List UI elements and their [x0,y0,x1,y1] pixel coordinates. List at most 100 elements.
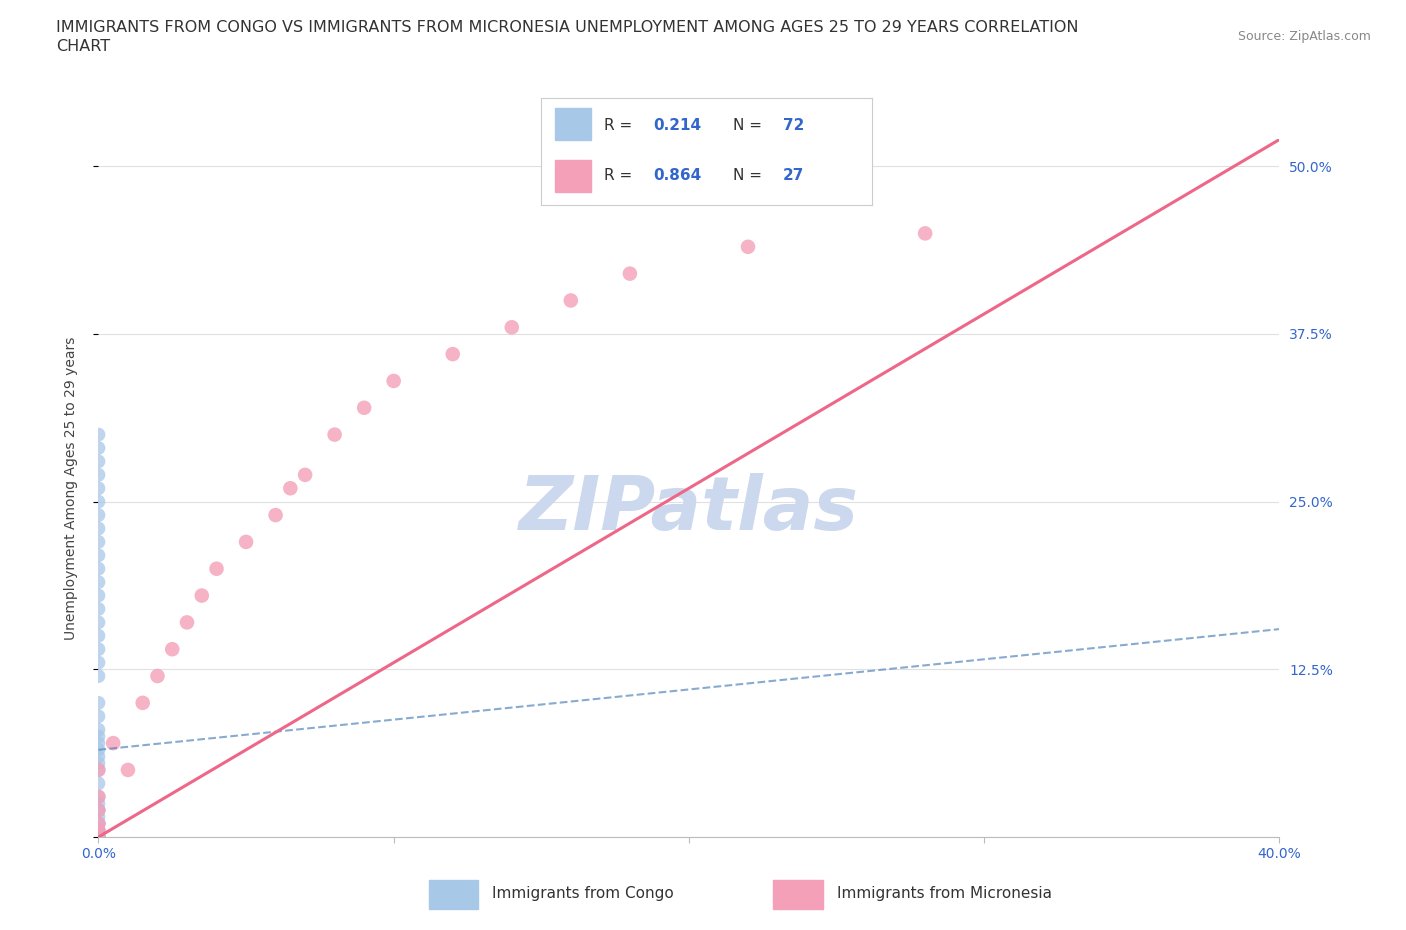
Text: Source: ZipAtlas.com: Source: ZipAtlas.com [1237,30,1371,43]
Point [87,803,110,817]
Point [87,494,110,509]
Point [382,374,405,389]
Point [323,427,346,442]
Point [87,588,110,603]
Point [87,790,110,804]
Point [87,803,110,817]
Text: IMMIGRANTS FROM CONGO VS IMMIGRANTS FROM MICRONESIA UNEMPLOYMENT AMONG AGES 25 T: IMMIGRANTS FROM CONGO VS IMMIGRANTS FROM… [56,20,1078,35]
Text: Immigrants from Congo: Immigrants from Congo [492,885,673,901]
Point [87,830,110,844]
Text: 0.864: 0.864 [654,168,702,183]
Point [87,454,110,469]
Bar [554,160,591,192]
Point [87,830,110,844]
Point [87,830,110,844]
Point [87,830,110,844]
Point [191,588,214,603]
Point [87,830,110,844]
Point [87,830,110,844]
Point [87,796,110,811]
Point [87,830,110,844]
Text: N =: N = [733,168,766,183]
Point [87,830,110,844]
Point [87,548,110,563]
Point [235,535,257,550]
Point [294,468,316,483]
Point [87,830,110,844]
Point [87,803,110,817]
Point [87,817,110,831]
Point [87,669,110,684]
Point [87,830,110,844]
Text: Immigrants from Micronesia: Immigrants from Micronesia [837,885,1052,901]
Point [87,830,110,844]
Point [87,823,110,838]
Point [87,736,110,751]
Point [87,830,110,844]
Point [87,642,110,657]
Point [914,226,936,241]
Text: R =: R = [605,118,637,133]
Point [87,830,110,844]
Point [87,468,110,483]
Point [87,823,110,838]
Point [87,830,110,844]
Point [87,763,110,777]
Point [278,481,302,496]
Bar [429,881,478,909]
Point [87,830,110,844]
Point [87,823,110,838]
Point [87,729,110,744]
Point [87,481,110,496]
Point [87,830,110,844]
Text: ZIPatlas: ZIPatlas [519,472,859,546]
Point [87,602,110,617]
Point [132,696,155,711]
Text: 72: 72 [783,118,804,133]
Point [87,562,110,577]
Point [87,830,110,844]
Point [87,830,110,844]
Point [87,656,110,671]
Bar [773,881,823,909]
Text: R =: R = [605,168,637,183]
Point [87,723,110,737]
Point [87,817,110,831]
Point [87,817,110,831]
Point [87,575,110,590]
Point [87,790,110,804]
Bar [554,108,591,140]
Point [87,508,110,523]
Point [87,629,110,644]
Point [146,669,169,684]
Text: CHART: CHART [56,39,110,54]
Point [87,696,110,711]
Point [87,830,110,844]
Point [176,615,198,630]
Point [87,809,110,824]
Point [87,615,110,630]
Point [87,830,110,844]
Point [87,709,110,724]
Point [441,347,464,362]
Point [737,239,759,254]
Point [87,742,110,757]
Point [205,562,228,577]
Point [353,400,375,415]
Point [87,521,110,536]
Text: 0.214: 0.214 [654,118,702,133]
Point [162,642,183,657]
Point [87,830,110,844]
Point [87,830,110,844]
Point [103,736,125,751]
Point [87,830,110,844]
Point [87,830,110,844]
Y-axis label: Unemployment Among Ages 25 to 29 years: Unemployment Among Ages 25 to 29 years [63,337,77,640]
Point [87,763,110,777]
Point [87,749,110,764]
Point [501,320,523,335]
Point [87,830,110,844]
Text: 27: 27 [783,168,804,183]
Point [87,830,110,844]
Point [87,823,110,838]
